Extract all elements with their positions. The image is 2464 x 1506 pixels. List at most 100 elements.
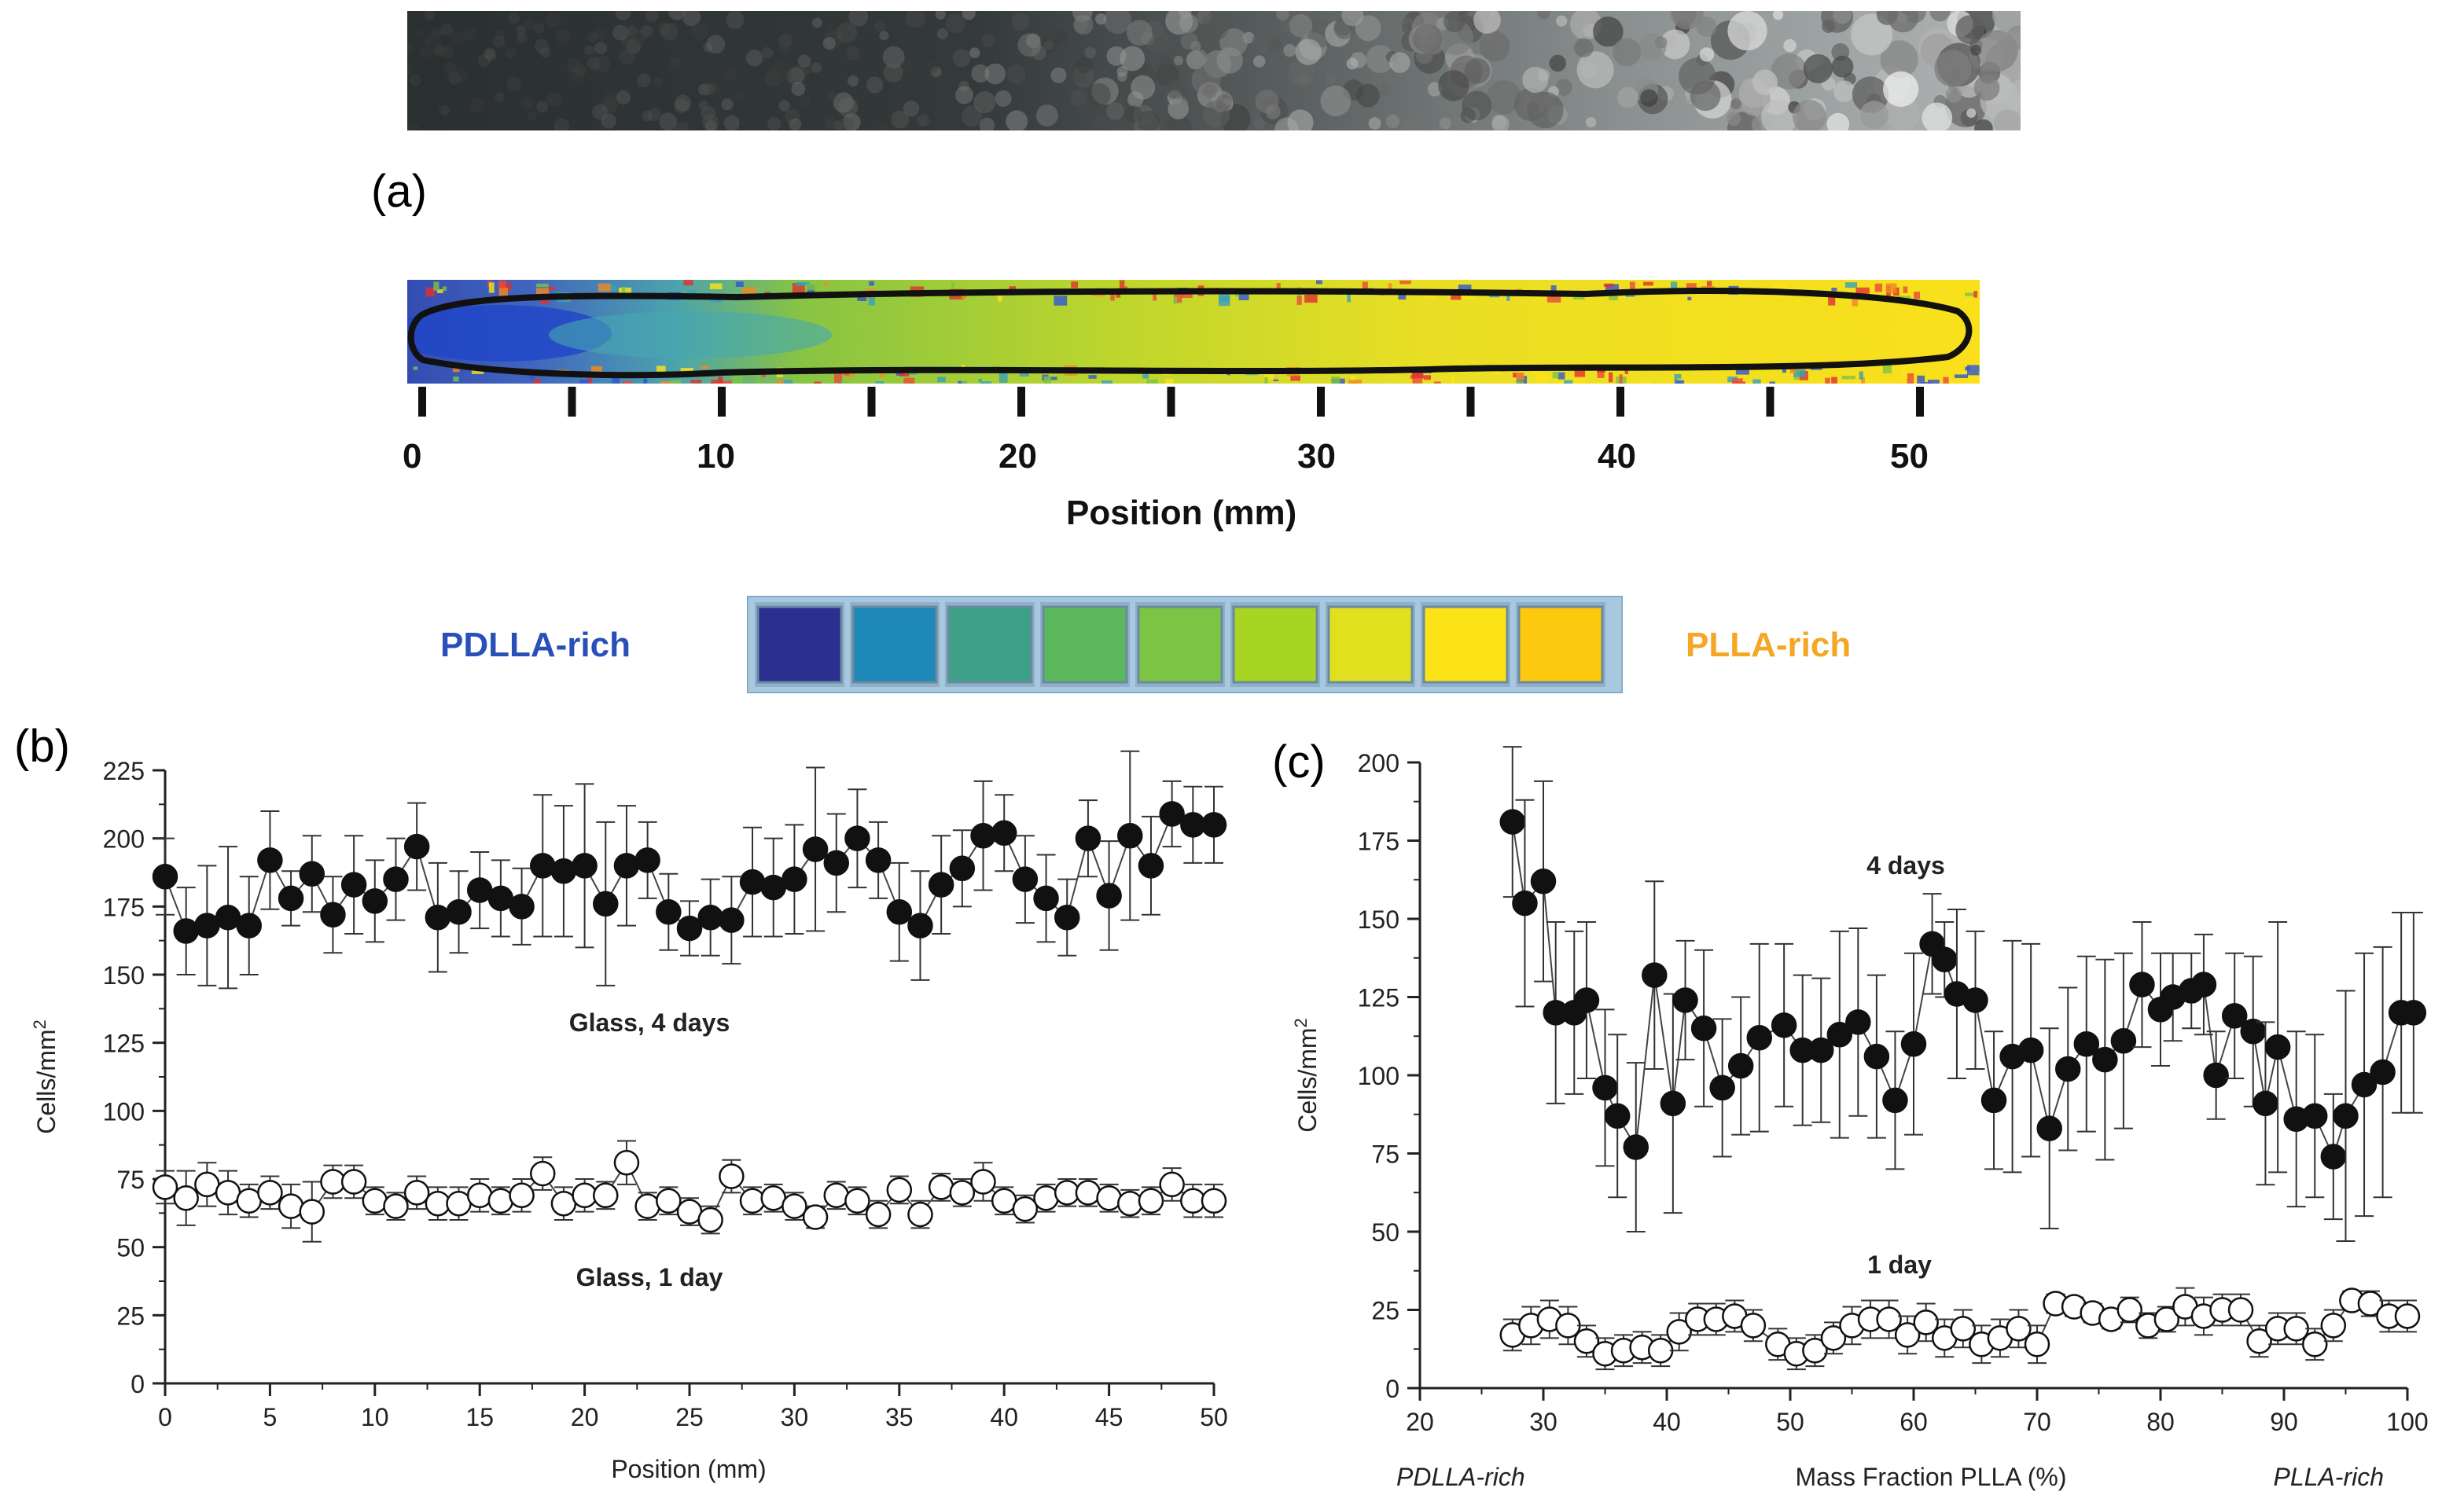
data-point	[1138, 1186, 1164, 1216]
x-tick-label: 90	[2270, 1408, 2298, 1436]
data-point	[865, 821, 892, 899]
data-point	[340, 835, 367, 935]
x-tick-label: 5	[263, 1403, 278, 1431]
data-point	[1962, 930, 1988, 1071]
data-point	[340, 1164, 367, 1199]
data-point	[676, 900, 703, 957]
data-point	[739, 826, 766, 938]
data-point	[1499, 1318, 1525, 1352]
data-point	[2129, 920, 2155, 1049]
data-point	[886, 861, 913, 962]
data-point	[970, 780, 996, 891]
data-point	[1012, 835, 1039, 924]
y-tick-label: 75	[116, 1166, 145, 1194]
data-point	[299, 835, 325, 913]
data-point	[299, 1181, 325, 1243]
data-point	[991, 1186, 1017, 1216]
data-point	[1802, 1334, 1828, 1368]
data-point	[1709, 1018, 1735, 1158]
position-axis-title: Position (mm)	[1066, 494, 1297, 532]
data-point	[593, 821, 619, 986]
data-point	[1894, 1315, 1921, 1355]
data-point	[1096, 1183, 1122, 1213]
legend-plla-rich: PLLA-rich	[1686, 626, 1852, 664]
y-tick-label: 200	[103, 825, 145, 854]
y-tick-label: 50	[116, 1234, 145, 1262]
axis-tick-50: 50	[1890, 437, 1929, 476]
data-point	[403, 1175, 430, 1210]
x-tick-label: 80	[2146, 1408, 2175, 1436]
data-point	[194, 865, 220, 986]
data-point	[634, 821, 660, 899]
data-point	[1771, 942, 1797, 1107]
x-tick-label: 0	[158, 1403, 172, 1431]
data-point	[613, 1140, 640, 1185]
data-point	[2302, 1034, 2328, 1199]
data-point	[970, 1162, 996, 1202]
y-tick-label: 25	[1371, 1297, 1399, 1325]
data-point	[949, 1178, 976, 1207]
x-tick-label: 100	[2386, 1408, 2428, 1436]
y-axis-title: Cells/mm2	[30, 1019, 61, 1134]
data-point	[1117, 750, 1143, 921]
y-tick-label: 0	[131, 1370, 145, 1398]
color-swatch-0	[756, 605, 843, 684]
data-point	[1592, 1008, 1618, 1167]
series-annotation: 4 days	[1866, 851, 1945, 880]
data-point	[656, 1186, 682, 1216]
data-point	[1685, 1302, 1711, 1336]
x-tick-label: 50	[1776, 1408, 1804, 1436]
data-point	[2116, 1296, 2142, 1324]
data-point	[1592, 1337, 1618, 1371]
data-point	[1159, 780, 1185, 848]
data-point	[1033, 1183, 1059, 1213]
data-point	[1201, 1183, 1227, 1218]
data-point	[593, 1181, 619, 1210]
panel-label-c: (c)	[1272, 736, 1326, 788]
data-point	[1882, 1030, 1908, 1170]
data-point	[1512, 799, 1538, 1008]
data-point	[1919, 893, 1945, 995]
axis-tick-40: 40	[1598, 437, 1636, 476]
chart-c: 0 25 50 75 100 125 150 175 200 20 30 40 50 60 70 80 90 10…	[1291, 746, 2429, 1491]
data-point	[1033, 854, 1059, 943]
axis-tick-30: 30	[1297, 437, 1336, 476]
data-point	[320, 876, 346, 954]
x-tick-label: 35	[885, 1403, 914, 1431]
data-point	[1789, 974, 1815, 1126]
data-point	[2264, 920, 2291, 1174]
data-point	[2320, 1309, 2347, 1343]
data-point	[2209, 1293, 2235, 1327]
panel-label-b: (b)	[14, 721, 70, 772]
data-point	[2024, 1324, 2050, 1365]
y-tick-label: 150	[1358, 905, 1399, 934]
color-swatch-2	[947, 605, 1033, 684]
data-point	[2190, 933, 2217, 1036]
data-point	[1138, 815, 1164, 916]
data-point	[2092, 958, 2118, 1161]
x-tick-label: 20	[571, 1403, 599, 1431]
data-point	[466, 1178, 493, 1213]
data-point	[656, 872, 682, 951]
chart-b: 0 25 50 75 100 125 150 175 200 225 0 5 10 15 20 25 30 35 4…	[30, 750, 1228, 1483]
data-point	[1845, 927, 1871, 1117]
y-tick-label: 75	[1371, 1141, 1399, 1169]
data-point	[152, 837, 178, 916]
data-point	[907, 870, 933, 981]
data-point	[2043, 1291, 2069, 1317]
y-tick-label: 225	[103, 757, 145, 785]
x-tick-label: 30	[781, 1403, 809, 1431]
data-point	[886, 1175, 913, 1205]
data-point	[697, 1205, 723, 1235]
color-scale-legend	[747, 596, 1623, 693]
data-point	[2253, 1021, 2278, 1186]
data-point	[823, 813, 850, 913]
data-point	[2110, 952, 2137, 1130]
data-point	[1660, 993, 1686, 1214]
x-tick-label: 20	[1406, 1408, 1434, 1436]
x-tick-label: 40	[990, 1403, 1018, 1431]
x-tick-label: 15	[465, 1403, 494, 1431]
color-swatch-6	[1327, 605, 1414, 684]
data-point	[2351, 952, 2378, 1218]
series-annotation: Glass, 4 days	[569, 1008, 730, 1037]
